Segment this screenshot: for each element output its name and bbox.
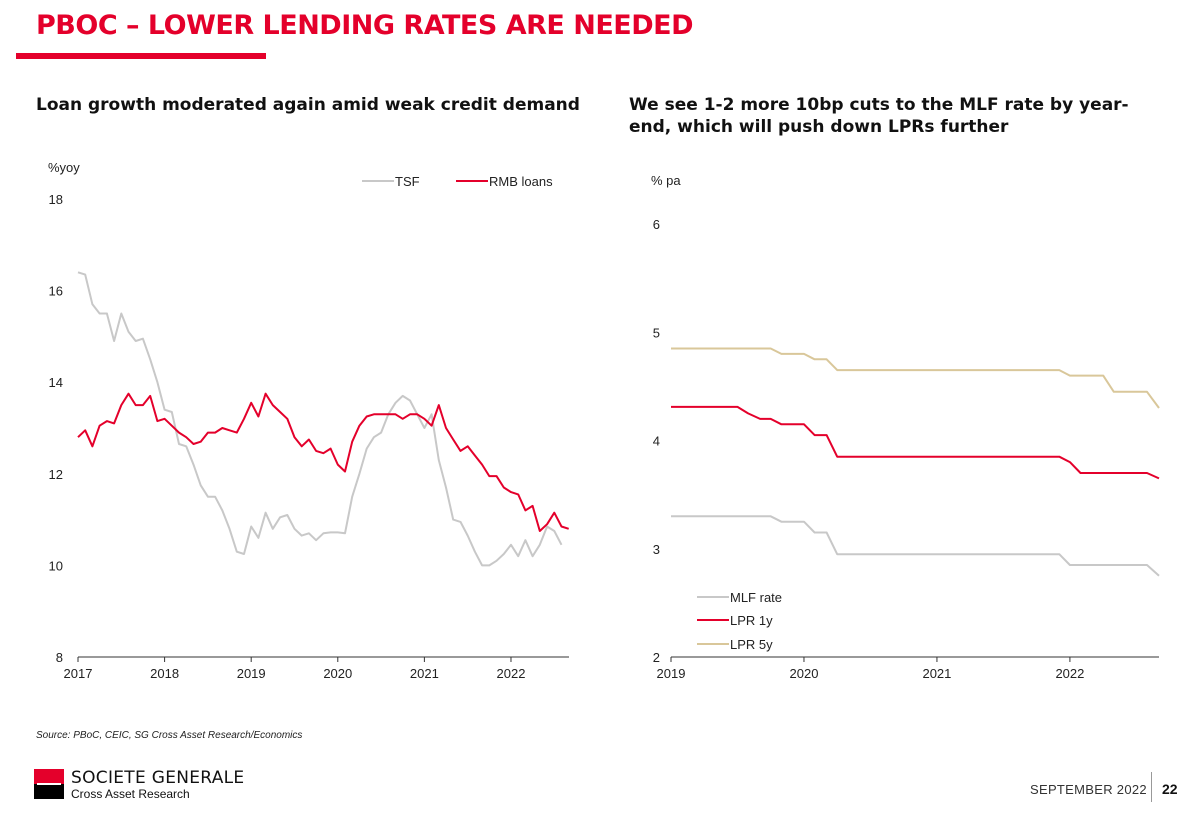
series-line-tsf: [77, 271, 563, 567]
legend-label: LPR 5y: [730, 637, 773, 652]
legend-label: LPR 1y: [730, 613, 773, 628]
series-line-mlf-rate: [671, 515, 1160, 577]
loan-growth-chart: %yoy 8 10 12 14 16 18 2017 2018 2019 2020 2021 2022 T…: [48, 160, 570, 681]
title-underline: [16, 53, 266, 59]
x-tick-label: 2022: [497, 666, 526, 681]
company-logo: SOCIETE GENERALE Cross Asset Research: [34, 768, 294, 801]
logo-name: SOCIETE GENERALE: [71, 768, 245, 788]
x-tick-label: 2021: [922, 666, 951, 681]
x-tick-label: 2020: [790, 666, 819, 681]
x-tick-label: 2017: [64, 666, 93, 681]
series-line-lpr-1y: [671, 405, 1160, 480]
y-tick-label: 8: [56, 650, 63, 665]
right-chart-title: We see 1-2 more 10bp cuts to the MLF rat…: [629, 95, 1129, 137]
left-chart-title: Loan growth moderated again amid weak cr…: [36, 95, 580, 115]
y-tick-label: 18: [49, 192, 63, 207]
x-tick-label: 2022: [1055, 666, 1084, 681]
source-note: Source: PBoC, CEIC, SG Cross Asset Resea…: [36, 730, 303, 741]
y-tick-label: 10: [49, 558, 63, 573]
y-tick-label: 16: [49, 284, 63, 299]
y-tick-label: 6: [653, 217, 660, 232]
series-line-lpr-5y: [671, 347, 1160, 409]
x-tick-label: 2020: [323, 666, 352, 681]
logo-subtitle: Cross Asset Research: [71, 787, 190, 801]
footer-divider: [1151, 772, 1152, 802]
x-tick-label: 2019: [237, 666, 266, 681]
legend-label: TSF: [395, 174, 420, 189]
y-tick-label: 2: [653, 650, 660, 665]
logo-mark-icon: [34, 769, 64, 799]
y-tick-label: 5: [653, 325, 660, 340]
page-number: 22: [1162, 781, 1178, 797]
legend-label: MLF rate: [730, 590, 782, 605]
x-tick-label: 2018: [150, 666, 179, 681]
y-tick-label: 14: [49, 375, 63, 390]
page-title: PBOC – LOWER LENDING RATES ARE NEEDED: [36, 10, 694, 41]
y-axis-label: %yoy: [48, 160, 80, 175]
y-axis-label: % pa: [651, 173, 681, 188]
y-tick-label: 12: [49, 467, 63, 482]
footer-date: SEPTEMBER 2022: [1030, 782, 1147, 797]
x-tick-label: 2021: [410, 666, 439, 681]
y-tick-label: 4: [653, 434, 660, 449]
policy-rates-chart: % pa 2 3 4 5 6 2019 2020 2021 2022 MLF rate LPR 1y L…: [651, 173, 1160, 681]
y-tick-label: 3: [653, 542, 660, 557]
series-line-rmb-loans: [77, 392, 570, 532]
legend-label: RMB loans: [489, 174, 553, 189]
x-tick-label: 2019: [657, 666, 686, 681]
